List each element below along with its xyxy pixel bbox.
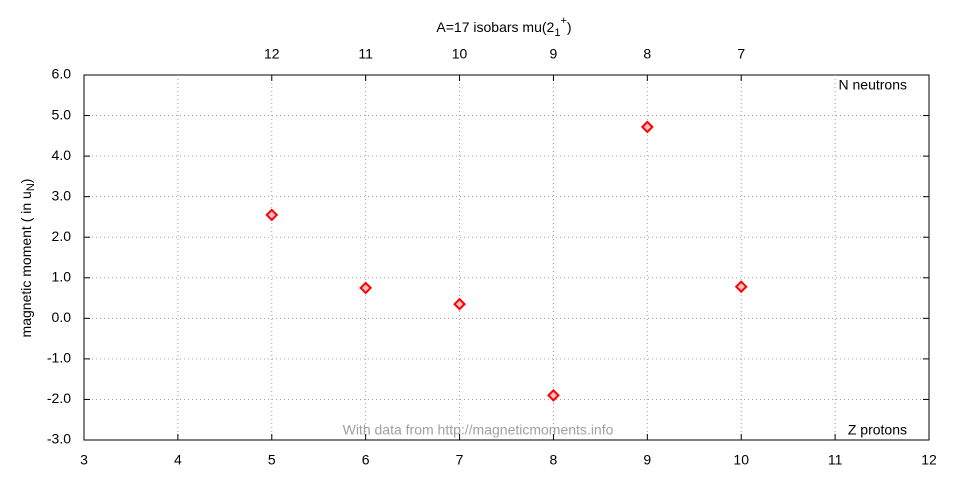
x-tick-label: 12: [921, 452, 937, 468]
y-tick-label: 0.0: [52, 309, 72, 325]
data-point: [734, 280, 748, 294]
x-axis-label: Z protons: [848, 422, 907, 438]
data-point: [453, 297, 466, 311]
y-tick-label: 4.0: [52, 147, 72, 163]
data-point: [265, 208, 279, 222]
x-tick-label: 4: [174, 452, 182, 468]
title-text: A=17 isobars mu(2: [436, 19, 554, 35]
x-tick-label: 3: [80, 452, 88, 468]
chart-title: A=17 isobars mu(21+): [436, 15, 571, 39]
y-tick-label: -2.0: [47, 390, 71, 406]
x2-axis-label: N neutrons: [839, 77, 907, 93]
y-tick-label: 1.0: [52, 268, 72, 284]
data-point: [547, 388, 560, 402]
y-tick-label: -3.0: [47, 431, 71, 447]
x-tick-label: 10: [733, 452, 749, 468]
watermark: With data from http://magneticmoments.in…: [343, 422, 614, 438]
x2-tick-label: 8: [643, 46, 651, 62]
y-tick-label: 5.0: [52, 106, 72, 122]
y-axis-label: magnetic moment ( in uN): [18, 179, 37, 338]
title-subscript: 1: [554, 27, 560, 39]
x2-tick-label: 10: [452, 46, 468, 62]
plot-frame: [83, 74, 930, 441]
ylabel-subscript: N: [25, 183, 37, 191]
data-point: [359, 281, 373, 295]
ylabel-text: magnetic moment ( in u: [18, 191, 34, 337]
x-tick-label: 8: [550, 452, 558, 468]
x2-tick-label: 11: [358, 46, 373, 62]
x-tick-label: 11: [828, 452, 843, 468]
x-tick-label: 6: [362, 452, 370, 468]
ylabel-end: ): [18, 179, 34, 184]
y-tick-label: -1.0: [47, 350, 71, 366]
data-point: [640, 120, 654, 134]
x2-tick-label: 7: [737, 46, 745, 62]
x-tick-label: 7: [456, 452, 464, 468]
y-tick-label: 3.0: [52, 187, 72, 203]
x2-tick-label: 9: [550, 46, 558, 62]
x2-tick-label: 12: [264, 46, 280, 62]
y-tick-label: 2.0: [52, 228, 72, 244]
x-tick-label: 9: [643, 452, 651, 468]
y-tick-label: 6.0: [52, 66, 72, 82]
title-end: ): [567, 19, 572, 35]
x-tick-label: 5: [268, 452, 276, 468]
title-superscript: +: [560, 15, 566, 27]
